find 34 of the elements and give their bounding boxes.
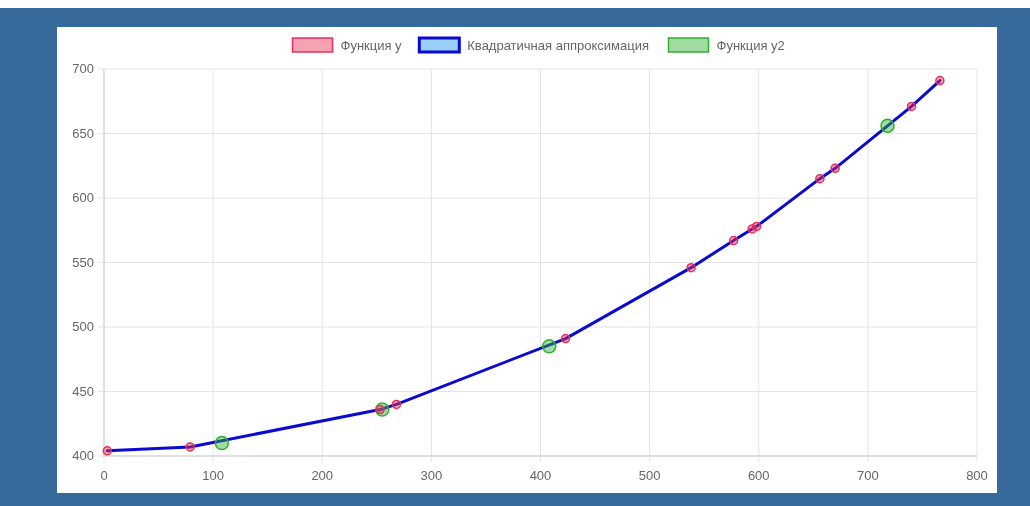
point xyxy=(391,399,402,410)
x-tick-label: 200 xyxy=(311,468,334,483)
y-tick-label: 700 xyxy=(72,61,94,76)
point xyxy=(728,235,739,246)
x-tick-label: 600 xyxy=(747,468,770,483)
point xyxy=(815,173,825,184)
y-tick-label: 500 xyxy=(72,319,94,334)
legend-label: Функция y xyxy=(340,38,403,53)
legend-label: Функция y2 xyxy=(716,38,785,53)
y-tick-label: 400 xyxy=(72,448,94,463)
x-tick-label: 700 xyxy=(857,468,879,483)
point xyxy=(560,333,571,344)
point xyxy=(935,75,945,86)
point xyxy=(686,262,696,273)
legend-label: Квадратичная аппроксимация xyxy=(467,38,649,53)
y-tick-label: 650 xyxy=(72,125,94,141)
x-tick-label: 800 xyxy=(966,468,988,483)
point xyxy=(830,163,840,174)
y-tick-label: 450 xyxy=(72,383,94,399)
x-tick-label: 100 xyxy=(202,468,224,483)
x-tick-label: 500 xyxy=(638,468,661,483)
point xyxy=(102,446,113,456)
point xyxy=(880,118,895,134)
x-tick-label: 0 xyxy=(100,468,108,483)
x-tick-label: 400 xyxy=(529,468,552,483)
point xyxy=(375,404,385,415)
point xyxy=(751,221,762,232)
x-tick-label: 300 xyxy=(420,468,443,483)
point xyxy=(185,442,195,452)
y-tick-label: 550 xyxy=(72,254,94,270)
point xyxy=(541,339,557,354)
y-tick-label: 600 xyxy=(72,190,94,205)
point xyxy=(214,435,230,451)
point xyxy=(906,101,917,112)
